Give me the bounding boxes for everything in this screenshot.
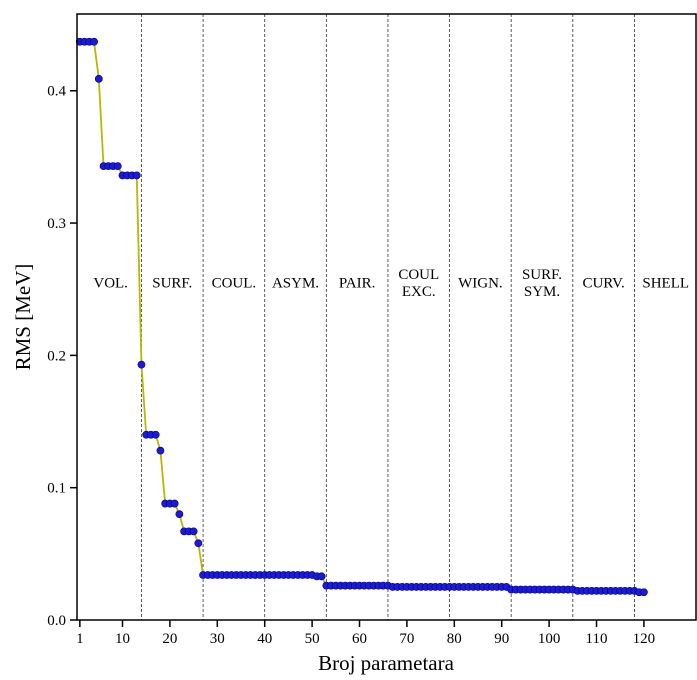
section-label-line: COUL [398,267,439,283]
x-tick-label: 40 [257,631,272,647]
data-point [170,499,179,508]
section-label: SHELL [642,276,689,292]
section-label: COUL. [212,276,257,292]
section-label-line: SYM. [524,284,560,300]
data-point [189,527,198,536]
x-tick-label: 30 [210,631,225,647]
section-label-line: EXC. [402,284,436,300]
y-tick-label: 0.2 [47,348,66,364]
data-point [151,430,160,439]
data-point [113,162,122,171]
section-label-line: SURF. [522,267,562,283]
data-point [175,510,184,519]
y-tick-label: 0.4 [47,84,66,100]
data-point [90,37,98,46]
data-point [137,360,146,369]
section-label: ASYM. [272,276,319,292]
section-label: WIGN. [458,276,503,292]
section-label: COUL EXC. [398,267,439,300]
x-tick-label: 50 [305,631,320,647]
section-label-line: CURV. [582,276,624,292]
data-line [79,40,644,594]
data-point [194,539,203,548]
x-axis-label: Broj parametara [318,651,455,675]
section-label: CURV. [582,276,624,292]
data-point [640,588,648,597]
section-label-line: PAIR. [339,276,376,292]
data-point [132,171,141,180]
y-axis-label: RMS [MeV] [11,264,35,371]
x-tick-label: 70 [399,631,414,647]
section-label-line: COUL. [212,276,257,292]
section-label: VOL. [93,276,128,292]
x-tick-label: 110 [586,631,608,647]
x-tick-label: 60 [352,631,367,647]
y-tick-label: 0.1 [47,481,66,497]
x-tick-label: 90 [494,631,509,647]
section-label: PAIR. [339,276,376,292]
x-tick-label: 1 [76,631,84,647]
data-point [317,572,326,581]
section-label: SURF. SYM. [522,267,562,300]
section-label-line: VOL. [93,276,128,292]
plot-frame [76,13,697,621]
x-tick-label: 80 [447,631,462,647]
section-label-line: ASYM. [272,276,319,292]
data-point [156,446,165,455]
y-tick-label: 0.0 [47,613,66,629]
data-point [94,74,103,83]
x-tick-label: 10 [115,631,130,647]
section-label-line: SURF. [152,276,192,292]
y-tick-label: 0.3 [47,216,66,232]
section-label-line: SHELL [642,276,689,292]
x-tick-label: 100 [538,631,561,647]
section-label-line: WIGN. [458,276,503,292]
section-label: SURF. [152,276,192,292]
x-tick-label: 120 [633,631,656,647]
x-tick-label: 20 [162,631,177,647]
